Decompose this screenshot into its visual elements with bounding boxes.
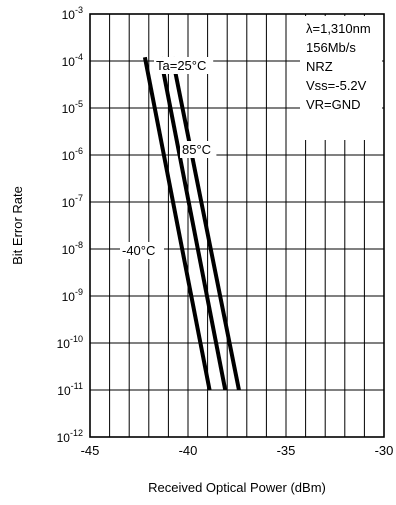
y-tick-label: 10-3	[62, 5, 83, 22]
y-tick-exponent: -7	[75, 193, 83, 203]
condition-text: Vss=-5.2V	[306, 78, 367, 93]
y-tick-base: 10	[57, 431, 71, 445]
plot-frame	[89, 13, 385, 438]
y-tick-label: 10-12	[57, 428, 83, 445]
y-tick-base: 10	[62, 55, 76, 69]
y-tick-exponent: -6	[75, 146, 83, 156]
y-tick-base: 10	[57, 384, 71, 398]
y-tick-exponent: -10	[70, 334, 83, 344]
series-labels: -40°C Ta=25°C 85°C	[120, 57, 217, 259]
y-tick-exponent: -5	[75, 99, 83, 109]
series-line	[158, 56, 228, 391]
series-label: -40°C	[122, 243, 155, 258]
conditions-box: λ=1,310nm 156Mb/s NRZ Vss=-5.2V VR=GND	[300, 16, 382, 140]
series-label: Ta=25°C	[156, 58, 206, 73]
y-tick-exponent: -3	[75, 5, 83, 15]
y-tick-base: 10	[57, 337, 71, 351]
y-tick-base: 10	[62, 8, 76, 22]
y-tick-exponent: -9	[75, 287, 83, 297]
condition-text: NRZ	[306, 59, 333, 74]
series-label-background	[180, 141, 217, 158]
y-tick-exponent: -11	[71, 381, 83, 391]
y-tick-base: 10	[62, 196, 76, 210]
y-tick-label: 10-11	[57, 381, 83, 398]
y-tick-base: 10	[62, 290, 76, 304]
y-tick-label: 10-10	[57, 334, 83, 351]
y-tick-label: 10-7	[62, 193, 83, 210]
y-tick-exponent: -12	[70, 428, 83, 438]
x-tick-labels: -45 -40 -35 -30	[81, 443, 394, 458]
series-label: 85°C	[182, 142, 211, 157]
y-tick-label: 10-8	[62, 240, 83, 257]
series-lines	[142, 56, 241, 391]
y-tick-labels: 10-310-410-510-610-710-810-910-1010-1110…	[57, 5, 83, 445]
y-axis-title: Bit Error Rate	[10, 186, 25, 265]
series-line	[142, 56, 212, 391]
condition-text: λ=1,310nm	[306, 21, 371, 36]
y-tick-label: 10-5	[62, 99, 83, 116]
x-tick-label: -30	[375, 443, 394, 458]
y-tick-label: 10-4	[62, 52, 83, 69]
x-tick-label: -45	[81, 443, 100, 458]
y-tick-label: 10-6	[62, 146, 83, 163]
y-tick-base: 10	[62, 102, 76, 116]
condition-text: 156Mb/s	[306, 40, 356, 55]
series-line	[170, 56, 241, 391]
y-tick-exponent: -4	[75, 52, 83, 62]
condition-text: VR=GND	[306, 97, 361, 112]
y-tick-base: 10	[62, 149, 76, 163]
y-tick-label: 10-9	[62, 287, 83, 304]
conditions-box-background	[300, 16, 382, 140]
y-tick-base: 10	[62, 243, 76, 257]
series-label-background	[120, 242, 164, 259]
x-axis-title: Received Optical Power (dBm)	[148, 480, 326, 495]
x-tick-label: -35	[277, 443, 296, 458]
series-label-background	[154, 57, 214, 74]
x-tick-label: -40	[179, 443, 198, 458]
y-tick-exponent: -8	[75, 240, 83, 250]
